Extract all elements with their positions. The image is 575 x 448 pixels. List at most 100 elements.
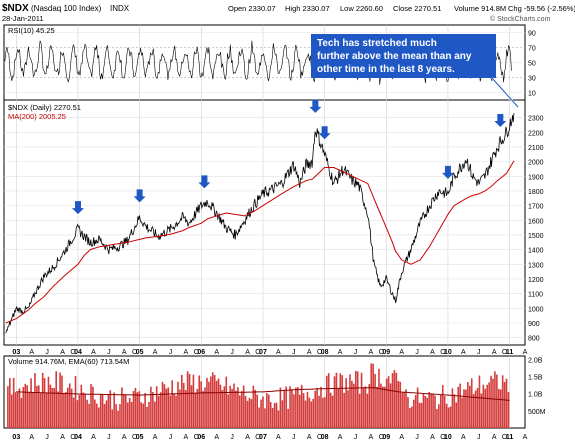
volume-bar	[173, 393, 175, 428]
price-month-label: J	[45, 349, 49, 356]
volume-bar	[254, 389, 257, 428]
volume-bar	[362, 387, 365, 428]
volume-bar	[38, 385, 40, 428]
volume-bar	[447, 407, 450, 428]
volume-bar	[424, 395, 427, 428]
volume-bar	[393, 370, 396, 428]
volume-bar	[227, 394, 230, 428]
volume-bar	[208, 381, 210, 428]
volume-month-label: O	[194, 434, 200, 441]
volume-bar	[345, 378, 347, 428]
volume-bar	[459, 383, 461, 428]
price-tick-label: 1200	[528, 277, 544, 284]
price-tick-label: 900	[528, 321, 540, 328]
volume-bar	[480, 393, 483, 428]
volume-bar	[430, 393, 432, 428]
volume-bar	[88, 403, 90, 428]
volume-bar	[117, 410, 119, 428]
volume-bar	[94, 399, 96, 428]
volume-bar	[231, 388, 233, 428]
volume-bar	[152, 392, 154, 428]
volume-bar	[126, 402, 129, 428]
volume-bar	[192, 374, 195, 428]
rsi-label: RSI(10) 45.25	[8, 26, 55, 35]
volume-bar	[177, 381, 179, 428]
volume-bar	[235, 390, 237, 428]
volume-bar	[395, 372, 398, 428]
price-month-label: 04	[74, 349, 82, 356]
volume-bar	[22, 387, 25, 428]
volume-bar	[130, 401, 133, 428]
volume-bar	[455, 402, 458, 428]
price-month-label: J	[169, 349, 173, 356]
price-month-label: A	[214, 349, 219, 356]
volume-bar	[291, 389, 293, 428]
volume-bar	[146, 406, 148, 428]
volume-bar	[59, 372, 61, 428]
volume-bar	[327, 373, 330, 428]
volume-bar	[260, 399, 262, 428]
volume-layer	[7, 363, 510, 428]
volume-month-label: A	[153, 434, 158, 441]
volume-bar	[389, 383, 392, 428]
rsi-tick-label: 50	[528, 61, 536, 68]
volume-bar	[95, 403, 98, 428]
volume-bar	[179, 389, 181, 428]
volume-month-label: A	[399, 434, 404, 441]
volume-month-label: J	[45, 434, 49, 441]
volume-bar	[281, 400, 284, 428]
volume-bar	[51, 387, 54, 428]
volume-bar	[26, 385, 29, 428]
credit: © StockCharts.com	[490, 15, 551, 23]
annotation-line-1: Tech has stretched much	[317, 38, 437, 49]
volume-month-label: A	[184, 434, 189, 441]
volume-bar	[503, 381, 506, 428]
volume-bar	[119, 404, 121, 428]
rsi-tick-label: 70	[528, 46, 536, 53]
volume-bar	[240, 391, 243, 428]
volume-bar	[250, 399, 253, 428]
volume-bar	[65, 392, 67, 428]
volume-bar	[325, 375, 328, 428]
ma-label: MA(200) 2005.25	[8, 112, 66, 121]
price-tick-label: 800	[528, 336, 540, 343]
price-tick-label: 1500	[528, 233, 544, 240]
volume-month-label: J	[169, 434, 173, 441]
volume-bar	[409, 407, 411, 428]
volume-bar	[101, 394, 104, 428]
volume-bar	[267, 394, 270, 428]
volume-bar	[132, 391, 135, 428]
volume-bar	[128, 397, 131, 428]
volume-bar	[124, 394, 127, 428]
price-tick-label: 1900	[528, 174, 544, 181]
volume-bar	[351, 380, 353, 428]
volume-bar	[273, 402, 276, 428]
volume-bar	[14, 392, 17, 428]
volume: Volume 914.8M	[454, 4, 506, 13]
volume-bar	[416, 387, 419, 428]
price-month-label: 05	[136, 349, 144, 356]
rsi-tick-label: 30	[528, 76, 536, 83]
volume-bar	[289, 386, 291, 428]
volume-ema-line	[16, 387, 510, 401]
volume-bar	[329, 392, 332, 428]
volume-bar	[84, 393, 86, 428]
volume-bar	[49, 384, 52, 428]
price-month-label: A	[492, 349, 497, 356]
volume-bar	[486, 384, 488, 428]
volume-bar	[488, 382, 490, 428]
price-month-label: J	[415, 349, 419, 356]
volume-bar	[219, 384, 222, 428]
volume-bar	[76, 400, 79, 428]
price-tick-label: 2200	[528, 130, 544, 137]
volume-bar	[200, 381, 202, 428]
volume-bar	[368, 384, 371, 428]
volume-bar	[190, 385, 193, 428]
price-month-label: O	[194, 349, 200, 356]
volume-bar	[399, 381, 402, 428]
price-tick-label: 2100	[528, 145, 544, 152]
volume-month-label: O	[132, 434, 138, 441]
volume-month-label: A	[461, 434, 466, 441]
price-label: $NDX (Daily) 2270.51	[8, 103, 81, 112]
